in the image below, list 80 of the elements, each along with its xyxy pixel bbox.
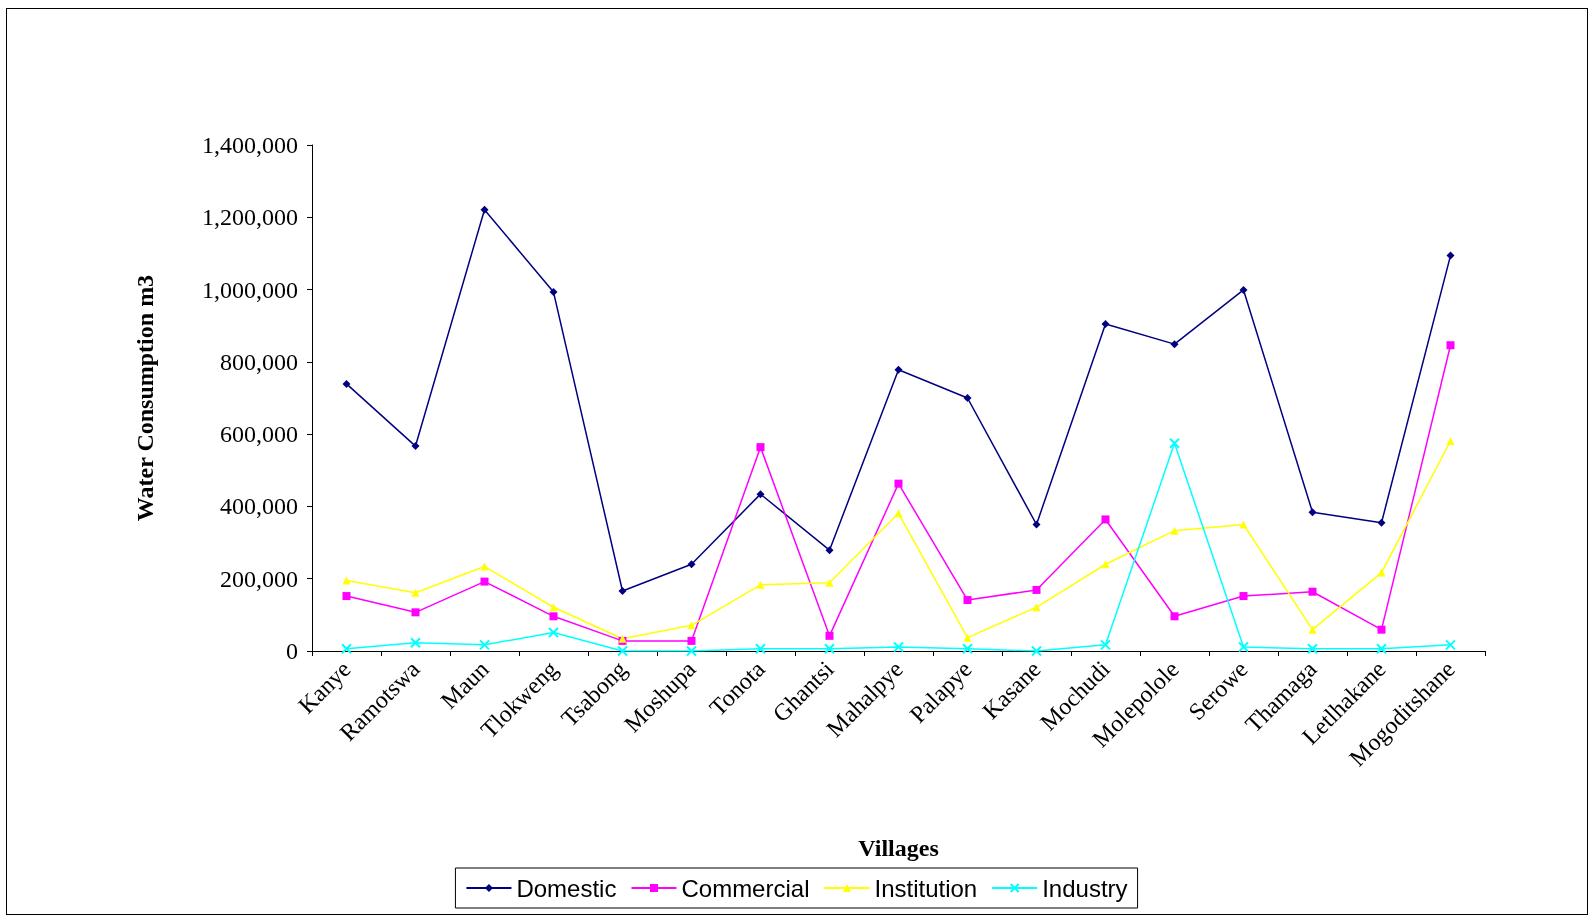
point bbox=[548, 627, 559, 639]
point bbox=[617, 645, 628, 657]
point bbox=[1100, 639, 1111, 651]
y-axis-title: Water Consumption m3 bbox=[132, 274, 158, 522]
point bbox=[893, 641, 904, 653]
point bbox=[1446, 341, 1455, 350]
point bbox=[1377, 518, 1386, 527]
point bbox=[963, 633, 972, 642]
y-tick-label: 800,000 bbox=[220, 348, 298, 375]
point bbox=[756, 580, 765, 589]
point bbox=[411, 588, 420, 597]
y-tick-label: 400,000 bbox=[220, 493, 298, 520]
point bbox=[1238, 641, 1249, 653]
point bbox=[341, 643, 352, 655]
point bbox=[894, 509, 903, 518]
point bbox=[894, 365, 903, 374]
point bbox=[1308, 508, 1317, 517]
point bbox=[1239, 285, 1248, 294]
point bbox=[687, 621, 696, 630]
point bbox=[1307, 643, 1318, 655]
point bbox=[1446, 437, 1455, 446]
point bbox=[1170, 340, 1179, 349]
point bbox=[549, 612, 558, 621]
x-axis-title: Villages bbox=[858, 835, 939, 861]
point bbox=[1170, 526, 1179, 535]
point bbox=[894, 479, 903, 488]
point bbox=[411, 608, 420, 617]
point bbox=[962, 643, 973, 655]
point bbox=[825, 578, 834, 587]
point bbox=[963, 596, 972, 605]
point bbox=[549, 288, 558, 297]
point bbox=[687, 560, 696, 569]
point bbox=[755, 643, 766, 655]
point bbox=[1308, 587, 1317, 596]
legend-label: Domestic bbox=[516, 874, 617, 902]
y-tick-label: 600,000 bbox=[220, 421, 298, 448]
point bbox=[480, 577, 489, 586]
point bbox=[479, 639, 490, 651]
point bbox=[1377, 568, 1386, 577]
point bbox=[480, 205, 489, 214]
point bbox=[1032, 603, 1041, 612]
point bbox=[1031, 645, 1042, 657]
legend-label: Industry bbox=[1042, 874, 1128, 902]
point bbox=[686, 645, 697, 657]
point bbox=[825, 631, 834, 640]
point bbox=[1446, 251, 1455, 260]
y-tick-label: 1,000,000 bbox=[202, 276, 298, 303]
point bbox=[1170, 612, 1179, 621]
point bbox=[825, 546, 834, 555]
point bbox=[1377, 625, 1386, 634]
point bbox=[756, 490, 765, 499]
point bbox=[1032, 585, 1041, 594]
point bbox=[756, 443, 765, 452]
point bbox=[618, 587, 627, 595]
y-tick-label: 1,400,000 bbox=[202, 132, 298, 158]
point bbox=[1445, 639, 1456, 651]
point bbox=[1239, 520, 1248, 529]
point bbox=[1101, 560, 1110, 569]
point bbox=[1032, 520, 1041, 529]
point bbox=[687, 636, 696, 645]
point bbox=[480, 562, 489, 571]
legend-label: Institution bbox=[874, 874, 978, 902]
y-tick-label: 200,000 bbox=[220, 565, 298, 592]
point bbox=[342, 379, 351, 388]
point bbox=[411, 442, 420, 451]
point bbox=[963, 394, 972, 402]
point bbox=[1376, 643, 1387, 655]
point bbox=[824, 643, 835, 655]
point bbox=[1101, 319, 1110, 328]
point bbox=[1308, 625, 1317, 634]
point bbox=[410, 637, 421, 649]
point bbox=[549, 603, 558, 612]
point bbox=[342, 592, 351, 601]
point bbox=[1101, 515, 1110, 524]
y-tick-label: 1,200,000 bbox=[202, 204, 298, 231]
point bbox=[1169, 437, 1180, 449]
point bbox=[342, 576, 351, 585]
legend-label: Commercial bbox=[681, 874, 810, 902]
point bbox=[1239, 592, 1248, 601]
y-tick-label: 0 bbox=[286, 638, 298, 664]
